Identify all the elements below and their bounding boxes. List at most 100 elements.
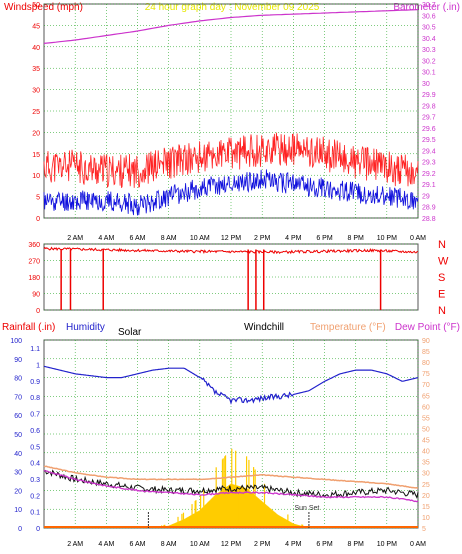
humidity-y-tick: 0	[18, 526, 22, 533]
wind-x-tick: 4 PM	[285, 235, 302, 242]
compass-label: S	[438, 272, 445, 284]
rain-y-tick: 0.7	[30, 412, 40, 419]
wind-x-tick: 0 AM	[410, 235, 426, 242]
legend-windchill: Windchill	[244, 322, 284, 333]
compass-label: N	[438, 305, 446, 317]
wind-y-tick: 5	[36, 195, 40, 202]
compass-label: N	[438, 239, 446, 251]
baro-y-tick: 30.6	[422, 13, 436, 20]
baro-y-tick: 29.7	[422, 115, 436, 122]
temp-y-tick: 80	[422, 360, 430, 367]
temp-y-tick: 60	[422, 404, 430, 411]
wind-y-tick: 30	[32, 88, 40, 95]
wind-x-tick: 8 PM	[347, 235, 364, 242]
wind-y-tick: 15	[32, 152, 40, 159]
baro-y-tick: 28.9	[422, 205, 436, 212]
temperature-line	[43, 465, 419, 489]
humidity-y-tick: 90	[14, 357, 22, 364]
rain-y-tick: 1	[36, 363, 40, 370]
temp-x-tick: 10 AM	[190, 541, 210, 548]
barometer-line	[43, 9, 419, 44]
wind-x-tick: 10 AM	[190, 235, 210, 242]
dir-y-tick: 0	[36, 308, 40, 315]
humidity-y-tick: 40	[14, 451, 22, 458]
temp-y-tick: 30	[422, 471, 430, 478]
rain-y-tick: 0.5	[30, 444, 40, 451]
humidity-y-tick: 60	[14, 413, 22, 420]
humidity-y-tick: 10	[14, 507, 22, 514]
wind-x-tick: 10 PM	[377, 235, 397, 242]
baro-y-tick: 29.2	[422, 171, 436, 178]
baro-y-tick: 29	[422, 193, 430, 200]
wind-y-tick: 35	[32, 66, 40, 73]
temp-x-tick: 10 PM	[377, 541, 397, 548]
rain-y-tick: 0.8	[30, 395, 40, 402]
temp-y-tick: 55	[422, 415, 430, 422]
legend-rainfall: Rainfall (.in)	[2, 322, 55, 333]
rain-y-tick: 0.4	[30, 461, 40, 468]
wind-y-tick: 45	[32, 23, 40, 30]
baro-y-tick: 30.4	[422, 36, 436, 43]
wind-x-tick: 2 PM	[254, 235, 271, 242]
baro-y-tick: 30.3	[422, 47, 436, 54]
baro-y-tick: 29.5	[422, 137, 436, 144]
dir-y-tick: 90	[32, 292, 40, 299]
temp-y-tick: 20	[422, 493, 430, 500]
chart-title: 24 hour graph day : November 09 2025	[145, 2, 320, 13]
rain-y-tick: 1.1	[30, 346, 40, 353]
temp-y-tick: 70	[422, 382, 430, 389]
temp-y-tick: 10	[422, 515, 430, 522]
temp-x-tick: 8 AM	[161, 541, 177, 548]
wind-x-tick: 6 PM	[316, 235, 333, 242]
dir-y-tick: 360	[28, 242, 40, 249]
wind-y-tick: 25	[32, 109, 40, 116]
rain-y-tick: 0.3	[30, 477, 40, 484]
legend-dewpoint: Dew Point (°F)	[395, 322, 460, 333]
wind-y-tick: 20	[32, 130, 40, 137]
legend-windspeed: Windspeed (mph)	[4, 2, 83, 13]
temp-x-tick: 6 PM	[316, 541, 333, 548]
windchill-line	[43, 469, 419, 499]
average-wind-line	[43, 169, 419, 216]
rain-y-tick: 0.9	[30, 379, 40, 386]
temp-y-tick: 40	[422, 449, 430, 456]
legend-barometer: Barometer (.in)	[393, 2, 460, 13]
sunset-label: Sun Set	[294, 505, 319, 512]
baro-y-tick: 30.7	[422, 2, 436, 9]
temp-y-tick: 50	[422, 426, 430, 433]
temp-x-tick: 6 AM	[130, 541, 146, 548]
legend-humidity: Humidity	[66, 322, 105, 333]
wind-y-tick: 10	[32, 173, 40, 180]
temp-y-tick: 85	[422, 349, 430, 356]
temp-x-tick: 2 AM	[67, 541, 83, 548]
wind-x-tick: 8 AM	[161, 235, 177, 242]
wind-y-tick: 50	[32, 2, 40, 9]
humidity-y-tick: 100	[10, 338, 22, 345]
wind-x-tick: 2 AM	[67, 235, 83, 242]
rain-y-tick: 0.6	[30, 428, 40, 435]
humidity-line	[43, 365, 419, 405]
temp-x-tick: 12 PM	[221, 541, 241, 548]
dir-y-tick: 270	[28, 259, 40, 266]
temp-y-tick: 25	[422, 482, 430, 489]
temp-y-tick: 45	[422, 438, 430, 445]
direction-line	[43, 246, 418, 255]
humidity-y-tick: 30	[14, 470, 22, 477]
humidity-y-tick: 80	[14, 376, 22, 383]
humidity-y-tick: 50	[14, 432, 22, 439]
baro-y-tick: 29.4	[422, 148, 436, 155]
wind-x-tick: 6 AM	[130, 235, 146, 242]
baro-y-tick: 30.1	[422, 70, 436, 77]
legend-solar: Solar	[118, 327, 142, 338]
humidity-y-tick: 20	[14, 488, 22, 495]
baro-y-tick: 29.1	[422, 182, 436, 189]
temp-x-tick: 4 PM	[285, 541, 302, 548]
wind-y-tick: 40	[32, 45, 40, 52]
wind-x-tick: 4 AM	[98, 235, 114, 242]
temp-x-tick: 2 PM	[254, 541, 271, 548]
dir-y-tick: 180	[28, 275, 40, 282]
temp-x-tick: 4 AM	[98, 541, 114, 548]
rain-y-tick: 0.1	[30, 510, 40, 517]
